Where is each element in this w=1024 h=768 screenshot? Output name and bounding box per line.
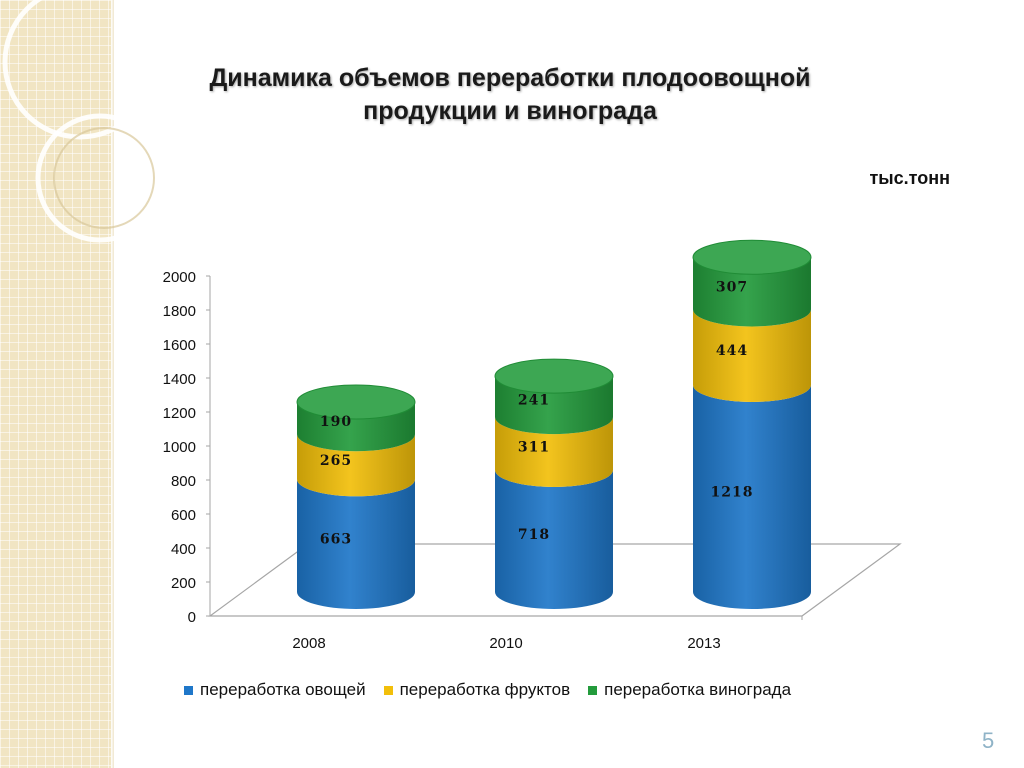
cylinder-2013 [692,239,812,609]
data-label: 444 [716,343,748,359]
slide-title-line-1: Динамика объемов переработки плодоовощно… [209,64,811,92]
legend-item: переработка винограда [588,680,791,700]
bar-segment-фруктов-2010 [495,417,613,487]
legend-label: переработка фруктов [399,680,571,699]
y-tick-label: 1400 [163,371,196,388]
bar-segment-овощей-2008 [297,479,415,609]
y-tick-label: 800 [171,473,196,490]
y-tick-label: 1800 [163,303,196,320]
data-label: 190 [320,414,352,430]
bar-segment-винограда-2008 [297,401,415,452]
legend-swatch [383,685,393,695]
data-label: 718 [518,527,550,543]
decorative-rings [2,0,165,243]
unit-label: тыс.тонн [869,168,950,188]
legend-item: переработка фруктов [383,680,571,700]
bar-segment-овощей-2013 [693,384,811,609]
bar-segment-винограда-2010 [495,376,613,435]
y-tick-label: 1600 [163,337,196,354]
legend-item: переработка овощей [184,680,366,700]
cylinder-2008 [296,384,416,609]
x-tick-label: 2008 [292,635,325,652]
y-tick-label: 600 [171,507,196,524]
x-tick-label: 2010 [489,635,522,652]
legend-label: переработка овощей [200,680,366,699]
cylinder-top-cap [296,384,416,420]
y-tick-label: 1200 [163,405,196,422]
data-label: 663 [320,532,352,548]
y-tick-label: 200 [171,575,196,592]
y-tick-label: 0 [188,609,196,626]
slide-title: Динамика объемов переработки плодоовощно… [200,62,820,128]
data-label: 311 [518,440,550,456]
cylinder-top-cap [692,239,812,275]
y-tick-label: 400 [171,541,196,558]
bar-segment-фруктов-2008 [297,434,415,497]
legend-label: переработка винограда [604,680,792,699]
legend-swatch [184,685,193,695]
page-number: 5 [982,728,995,753]
data-label: 307 [716,279,748,295]
data-label: 241 [518,393,550,409]
bar-segment-фруктов-2013 [693,309,811,402]
y-tick-label: 1000 [163,439,196,456]
cylinder-top-cap [494,358,614,394]
data-label: 1218 [711,484,754,500]
data-label: 265 [320,453,352,469]
bar-segment-овощей-2010 [495,469,613,609]
bar-segment-винограда-2013 [693,257,811,327]
chart-legend: переработка овощей переработка фруктов пер… [184,680,904,700]
y-tick-label: 2000 [163,269,196,286]
cylinder-2010 [494,358,614,609]
x-tick-label: 2013 [687,635,720,652]
slide-title-line-2: продукции и винограда [363,97,657,125]
legend-swatch [588,685,598,695]
